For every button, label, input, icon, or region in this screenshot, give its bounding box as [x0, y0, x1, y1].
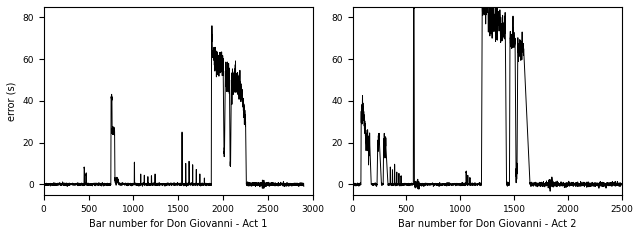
X-axis label: Bar number for Don Giovanni - Act 1: Bar number for Don Giovanni - Act 1	[89, 219, 268, 229]
Y-axis label: error (s): error (s)	[7, 81, 17, 121]
X-axis label: Bar number for Don Giovanni - Act 2: Bar number for Don Giovanni - Act 2	[398, 219, 576, 229]
